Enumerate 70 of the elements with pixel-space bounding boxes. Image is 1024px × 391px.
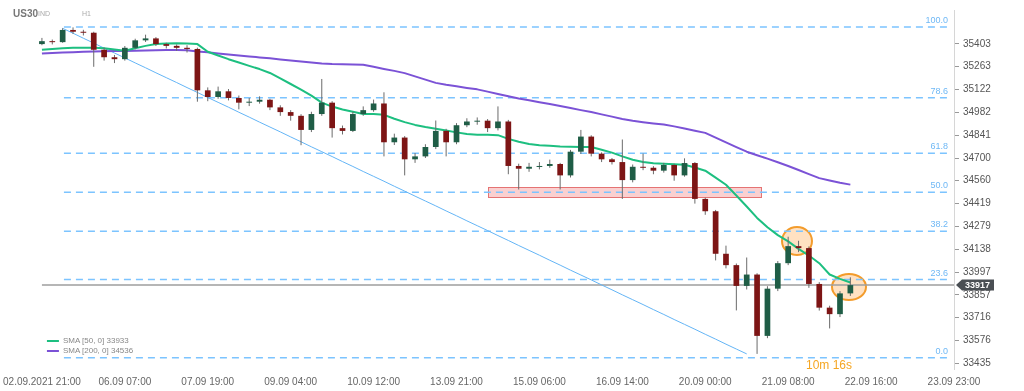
annotation: 50.0	[930, 180, 948, 191]
x-tick-label: 02.09.2021 21:00	[3, 375, 82, 387]
x-tick-label: 21.09 08:00	[761, 375, 816, 387]
x-tick-label: 07.09 19:00	[181, 375, 235, 387]
annotation: 100.0	[925, 15, 948, 26]
candlestick	[640, 153, 646, 171]
candlestick	[443, 128, 449, 157]
y-tick-label: 34560	[963, 174, 992, 186]
x-tick-label: 09.09 04:00	[264, 375, 318, 387]
y-tick-label: 35122	[963, 83, 992, 95]
annotation: 78.6	[930, 85, 948, 96]
candlestick	[588, 134, 595, 157]
chart-title: US30	[13, 7, 39, 19]
candlestick	[495, 105, 501, 131]
annotation: 38.2	[930, 219, 948, 230]
y-tick-label: 34279	[963, 220, 992, 232]
y-tick-label: 34982	[963, 106, 992, 117]
x-tick-label: 15.09 06:00	[513, 375, 567, 387]
y-tick-label: 33857	[963, 288, 992, 300]
candlestick	[723, 245, 729, 269]
candlestick	[816, 281, 823, 312]
x-tick-label: 06.09 07:00	[98, 375, 152, 387]
candlestick	[90, 31, 97, 68]
y-tick-label: 35403	[963, 37, 992, 49]
y-tick-label: 34700	[963, 151, 992, 163]
candlestick	[743, 257, 750, 290]
annotation: 0.0	[935, 345, 948, 356]
x-tick-label: 23.09 23:00	[927, 375, 981, 387]
candlestick	[609, 157, 615, 166]
x-tick-label: 13.09 21:00	[430, 375, 484, 387]
candlestick	[837, 290, 843, 318]
x-tick-label: 10.09 12:00	[347, 375, 401, 387]
x-tick-label: 20.09 00:00	[678, 375, 733, 387]
candlestick	[464, 117, 470, 128]
y-tick-label: 33435	[963, 357, 992, 369]
candlestick	[578, 129, 584, 155]
annotation: 61.8	[930, 141, 948, 152]
y-tick-label: 33997	[963, 265, 992, 277]
candlestick	[432, 120, 439, 150]
candlestick	[526, 162, 532, 173]
y-tick-label: 33576	[963, 334, 992, 346]
y-tick-label: 33716	[963, 311, 992, 323]
candlestick	[619, 139, 626, 200]
annotation: 23.6	[930, 267, 948, 278]
candlestick	[39, 37, 45, 46]
x-tick-label: 16.09 14:00	[595, 375, 650, 387]
annotation: 10m 16s	[806, 358, 853, 373]
candlestick	[318, 78, 325, 117]
candlestick	[785, 236, 792, 266]
y-tick-label: 34138	[963, 242, 992, 254]
legend-label: SMA [50, 0] 33933	[62, 336, 130, 346]
x-tick-label: 22.09 16:00	[844, 375, 898, 387]
candlestick	[101, 47, 107, 62]
candlestick	[70, 26, 76, 35]
candlestick	[184, 44, 190, 54]
candlestick	[412, 152, 418, 164]
candlestick	[350, 111, 356, 133]
candlestick	[298, 113, 304, 146]
candlestick	[401, 135, 408, 176]
y-tick-label: 34841	[963, 128, 992, 140]
ref-line-label: 33917	[965, 279, 991, 290]
candlestick	[733, 263, 740, 311]
candlestick	[215, 86, 221, 100]
y-tick-label: 34419	[963, 197, 992, 209]
candlestick	[236, 95, 242, 110]
y-tick-label: 35263	[963, 60, 992, 72]
candlestick	[557, 162, 563, 190]
candlestick	[474, 116, 481, 126]
legend-label: SMA [200, 0] 34536	[62, 346, 134, 356]
candlestick	[515, 163, 522, 190]
